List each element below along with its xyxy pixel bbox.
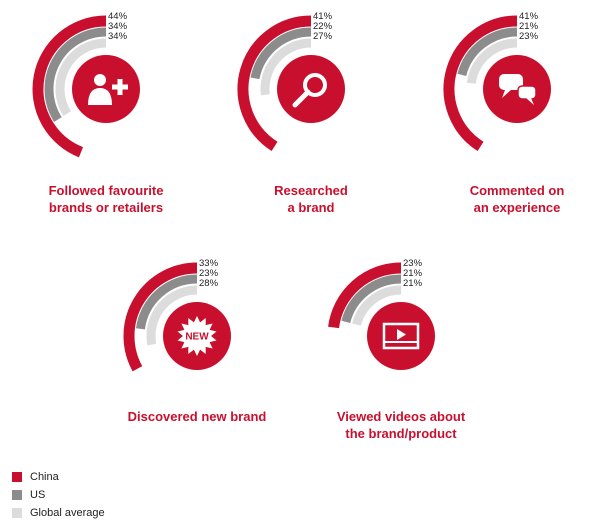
icon-circle <box>72 55 140 123</box>
caption-line: an experience <box>474 200 561 215</box>
value-label-global-average: 21% <box>403 278 423 289</box>
caption-line: the brand/product <box>345 426 457 441</box>
arc-global-average <box>55 38 107 117</box>
legend-item-china: China <box>12 468 105 486</box>
magnifier-handle <box>292 89 311 108</box>
new-burst-icon: NEW <box>177 316 217 356</box>
person-plus-icon <box>88 74 128 105</box>
value-label-global-average: 23% <box>519 31 539 42</box>
value-label-china: 41% <box>313 11 333 22</box>
panel-4: 33%23%28% NEW Discovered new brand <box>123 258 267 424</box>
legend: China US Global average <box>12 468 105 522</box>
arc-global-average <box>260 38 312 96</box>
value-label-china: 41% <box>519 11 539 22</box>
legend-swatch-china <box>12 472 22 482</box>
arc-global-average <box>352 285 402 326</box>
speech-bubble-tail-small <box>526 98 534 105</box>
panel-2: 41%22%27% Researched a brand <box>237 11 348 215</box>
caption-line: Researched <box>274 183 348 198</box>
new-burst-label: NEW <box>185 332 209 343</box>
arc-us <box>250 27 312 80</box>
value-label-us: 21% <box>519 21 539 32</box>
arc-us <box>457 27 518 77</box>
panel-3: 41%21%23% Commented on an experience <box>443 11 565 215</box>
legend-swatch-global-average <box>12 508 22 518</box>
plus-sign <box>112 79 128 95</box>
person-head <box>94 74 106 86</box>
value-label-us: 21% <box>403 268 423 279</box>
arc-china <box>32 15 107 158</box>
speech-bubble-small <box>517 85 537 100</box>
legend-label-china: China <box>30 471 59 483</box>
legend-item-us: US <box>12 486 105 504</box>
arc-china <box>123 262 198 372</box>
video-play-icon <box>382 322 420 350</box>
caption-line: Discovered new brand <box>128 409 267 424</box>
video-frame <box>382 322 420 350</box>
arc-global-average <box>466 38 518 84</box>
magnifier-lens <box>303 73 327 97</box>
arc-china <box>443 15 518 152</box>
value-label-global-average: 34% <box>108 31 128 42</box>
caption-line: a brand <box>288 200 335 215</box>
value-label-china: 33% <box>199 258 219 269</box>
caption-line: brands or retailers <box>49 200 163 215</box>
arc-global-average <box>146 285 198 346</box>
play-triangle <box>397 329 406 340</box>
magnifier-icon <box>292 73 327 108</box>
value-label-china: 23% <box>403 258 423 269</box>
speech-bubble-tail-large <box>502 90 511 98</box>
legend-label-us: US <box>30 489 46 501</box>
legend-label-global-average: Global average <box>30 507 105 519</box>
speech-bubble-large <box>499 74 523 90</box>
value-label-global-average: 27% <box>313 31 333 42</box>
speech-bubbles-icon <box>499 74 537 105</box>
icon-circle <box>277 55 345 123</box>
arc-us <box>135 274 198 330</box>
burst-shape <box>177 316 217 356</box>
value-label-china: 44% <box>108 11 128 22</box>
value-label-global-average: 28% <box>199 278 219 289</box>
arc-china <box>328 262 402 329</box>
value-label-us: 23% <box>199 268 219 279</box>
caption-line: Followed favourite <box>49 183 164 198</box>
value-label-us: 34% <box>108 21 128 32</box>
legend-item-global-average: Global average <box>12 504 105 522</box>
arc-us <box>44 27 107 122</box>
arc-china <box>237 15 312 152</box>
arc-us <box>341 274 402 324</box>
legend-swatch-us <box>12 490 22 500</box>
caption-line: Viewed videos about <box>337 409 466 424</box>
person-body <box>88 88 112 105</box>
value-label-us: 22% <box>313 21 333 32</box>
caption-line: Commented on <box>470 183 565 198</box>
